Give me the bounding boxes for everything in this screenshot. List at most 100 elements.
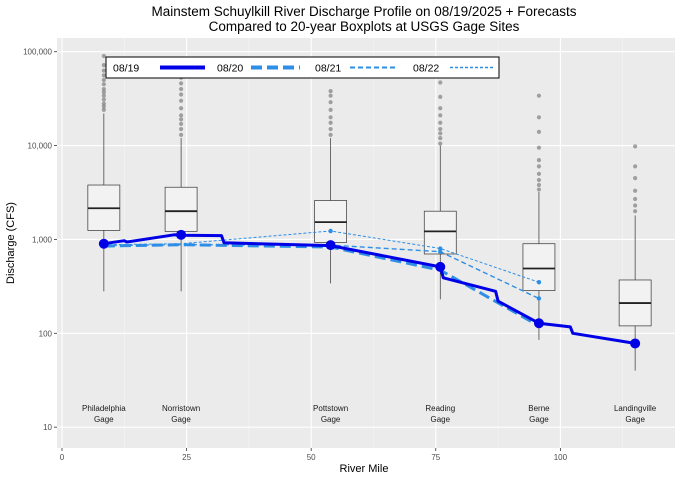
box-outlier: [178, 98, 184, 103]
site-label-name: Pottstown: [313, 404, 348, 413]
x-tick-label: 75: [431, 453, 440, 462]
x-tick-label: 25: [182, 453, 191, 462]
box-iqr: [164, 186, 198, 232]
series-point-08-19: [630, 338, 641, 349]
y-tick-label: 100: [39, 329, 53, 338]
box-outlier: [101, 104, 106, 109]
legend-label: 08/19: [113, 63, 139, 75]
box-outlier: [178, 106, 184, 111]
box-outlier: [101, 107, 106, 112]
box-outlier: [536, 187, 542, 192]
box-outlier: [101, 97, 106, 102]
box-outlier: [101, 73, 106, 78]
box-outlier: [101, 53, 106, 59]
y-axis-title: Discharge (CFS): [5, 202, 17, 284]
y-tick-label: 100,000: [23, 48, 52, 57]
box-outlier: [178, 86, 184, 92]
box-outlier: [633, 164, 638, 169]
grid-lines: [57, 38, 675, 448]
box-outlier: [633, 144, 638, 149]
box-outlier: [178, 121, 184, 127]
box-outlier: [328, 100, 333, 105]
site-label-gage: Gage: [321, 415, 341, 424]
box-outlier: [536, 129, 542, 134]
box-outlier: [101, 63, 106, 68]
site-label-name: Philadelphia: [82, 404, 126, 413]
box-outlier: [178, 126, 184, 132]
box-outlier: [178, 81, 184, 86]
box-outlier: [328, 115, 333, 120]
series-point-08-21: [438, 249, 443, 254]
box-outlier: [536, 145, 542, 150]
plot-panel: [57, 38, 675, 448]
box-outlier: [536, 164, 542, 169]
y-tick-label: 10: [43, 423, 52, 432]
box-outlier: [328, 107, 333, 112]
site-label-name: Reading: [425, 404, 455, 413]
series-point-08-22: [328, 228, 333, 234]
box-outlier: [633, 188, 638, 193]
site-label-name: Landingville: [614, 404, 657, 413]
box-outlier: [438, 126, 443, 132]
site-label-name: Berne: [528, 404, 550, 413]
box-outlier: [438, 113, 443, 118]
legend-label: 08/20: [217, 63, 243, 75]
series-point-08-19: [176, 229, 187, 240]
legend: 08/19 08/20 08/21 08/22: [105, 56, 500, 79]
y-tick-label: 10,000: [28, 142, 53, 151]
box-outlier: [633, 196, 638, 202]
box-outlier: [101, 68, 106, 73]
box-outlier: [438, 131, 443, 136]
series-lines: [98, 228, 641, 349]
box-outlier: [536, 182, 542, 188]
box-outlier: [633, 203, 638, 208]
site-label-gage: Gage: [625, 415, 645, 424]
chart-title: Mainstem Schuylkill River Discharge Prof…: [151, 4, 576, 19]
box-outlier: [101, 77, 106, 83]
box-outlier: [328, 132, 333, 137]
site-label-gage: Gage: [171, 415, 191, 424]
box-outlier: [328, 126, 333, 132]
box-outlier: [328, 93, 333, 98]
box-outlier: [633, 209, 638, 214]
box-outlier: [178, 117, 184, 122]
x-tick-label: 0: [60, 453, 65, 462]
site-labels: Philadelphia Gage Norristown Gage Pottstown G…: [82, 404, 657, 424]
box-outlier: [633, 176, 638, 181]
legend-label: 08/21: [315, 63, 341, 75]
series-point-08-22: [536, 280, 542, 285]
box-outlier: [438, 94, 443, 100]
box-outlier: [101, 82, 106, 87]
box-outlier: [178, 132, 184, 137]
box-outlier: [328, 89, 333, 94]
series-line-08-19: [103, 233, 636, 345]
box-outlier: [101, 86, 106, 92]
legend-label: 08/22: [413, 63, 439, 75]
box-outlier: [328, 120, 333, 125]
box-outlier: [536, 93, 542, 98]
box-outlier: [536, 115, 542, 120]
box-outlier: [536, 171, 542, 176]
legend-box: [105, 56, 500, 79]
x-axis-title: River Mile: [340, 463, 389, 475]
y-tick-label: 1,000: [32, 235, 53, 244]
box-outlier: [438, 80, 443, 85]
chart-subtitle: Compared to 20-year Boxplots at USGS Gag…: [209, 19, 520, 34]
x-tick-label: 100: [554, 453, 568, 462]
x-tick-label: 50: [307, 453, 316, 462]
series-point-08-19: [435, 261, 446, 272]
site-label-gage: Gage: [94, 415, 114, 424]
box-outlier: [101, 93, 106, 98]
box-outlier: [438, 136, 443, 141]
site-label-gage: Gage: [430, 415, 450, 424]
box-outlier: [438, 120, 443, 125]
series-point-08-22: [438, 246, 443, 251]
box-outlier: [178, 92, 184, 97]
y-axis-ticks: 10 100 1,000 10,000 100,000: [23, 48, 57, 432]
box-outlier: [536, 177, 542, 183]
series-point-08-21: [536, 296, 542, 301]
box-outlier: [536, 158, 542, 163]
box-outlier: [101, 101, 106, 106]
site-label-name: Norristown: [162, 404, 200, 413]
